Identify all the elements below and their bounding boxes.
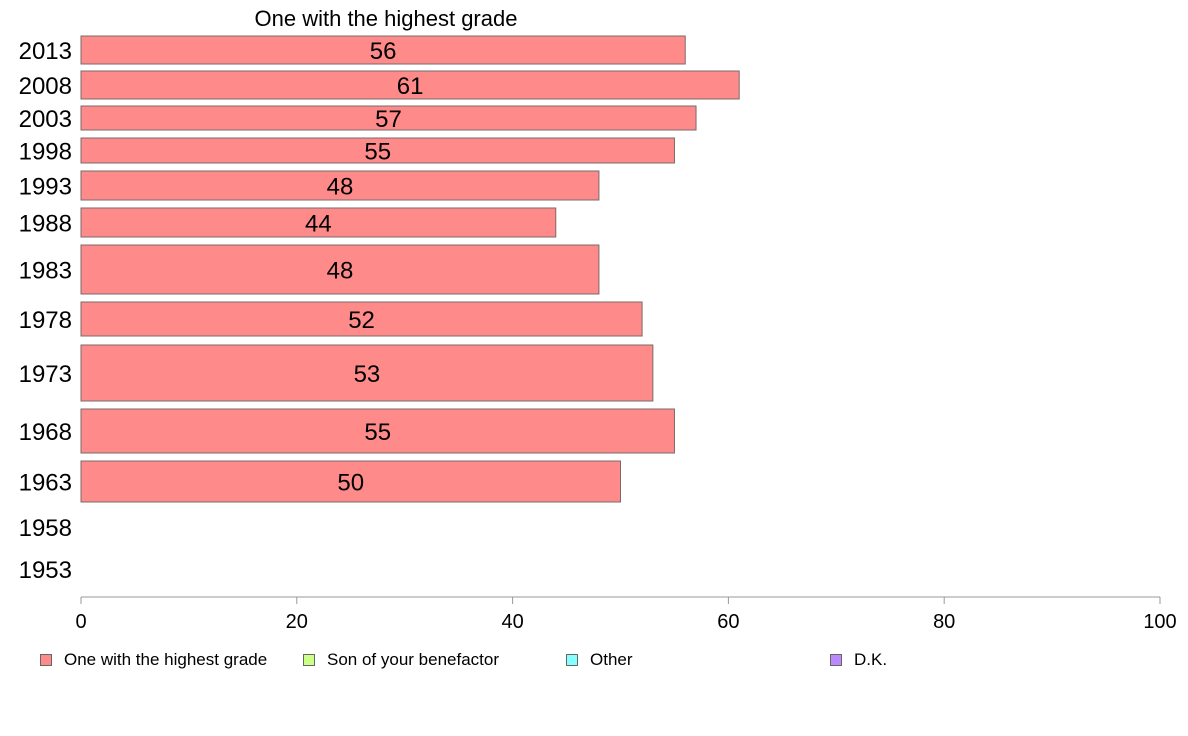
- data-label: 57: [375, 106, 402, 133]
- legend-swatch: [40, 654, 52, 666]
- data-label: 44: [305, 211, 332, 238]
- x-tick-label: 100: [1143, 611, 1176, 633]
- x-tick-label: 20: [286, 611, 308, 633]
- bar: [80, 244, 600, 295]
- y-tick-label: 1993: [19, 174, 72, 201]
- y-tick-labels: 2013 2008 2003 1998 1993 1988 1983 1978 1973 1968…: [19, 38, 72, 584]
- legend-item: Son of your benefactor: [303, 650, 499, 670]
- y-tick-label: 1953: [19, 557, 72, 584]
- data-label: 53: [354, 361, 381, 388]
- legend-swatch: [566, 654, 578, 666]
- legend-item: One with the highest grade: [40, 650, 267, 670]
- data-label: 55: [364, 139, 391, 166]
- y-tick-label: 1958: [19, 515, 72, 542]
- legend-label: Other: [590, 650, 633, 669]
- chart-title: One with the highest grade: [255, 6, 518, 31]
- data-label: 52: [348, 307, 375, 334]
- legend-label: D.K.: [854, 650, 888, 669]
- bar: [80, 70, 740, 100]
- data-label: 48: [327, 258, 354, 285]
- bar: [80, 344, 654, 402]
- y-tick-label: 1968: [19, 419, 72, 446]
- legend-label: Son of your benefactor: [327, 650, 500, 669]
- bar: [80, 207, 557, 238]
- x-tick-label: 40: [501, 611, 523, 633]
- legend-item: Other: [566, 650, 633, 670]
- legend-item: D.K.: [830, 650, 887, 670]
- legend-swatch: [830, 654, 842, 666]
- y-tick-label: 2003: [19, 106, 72, 133]
- data-label: 50: [337, 470, 364, 497]
- y-tick-label: 1973: [19, 361, 72, 388]
- data-label: 56: [370, 38, 397, 65]
- bar: [80, 301, 643, 337]
- y-tick-label: 2008: [19, 73, 72, 100]
- x-axis: 0 20 40 60 80 100: [75, 596, 1177, 633]
- bar: [80, 170, 600, 201]
- bar: [80, 35, 686, 65]
- y-tick-label: 1978: [19, 307, 72, 334]
- data-label: 55: [364, 419, 391, 446]
- bar: [80, 105, 697, 131]
- y-tick-label: 2013: [19, 38, 72, 65]
- legend-swatch: [303, 654, 315, 666]
- x-tick-label: 80: [933, 611, 955, 633]
- x-tick-label: 0: [75, 611, 86, 633]
- bar: [80, 137, 675, 164]
- legend: One with the highest grade Son of your be…: [40, 650, 1140, 670]
- y-tick-label: 1998: [19, 139, 72, 166]
- x-tick-label: 60: [717, 611, 739, 633]
- bar: [80, 408, 675, 454]
- data-label: 61: [397, 73, 424, 100]
- y-tick-label: 1963: [19, 470, 72, 497]
- bar: [80, 460, 621, 503]
- legend-label: One with the highest grade: [64, 650, 268, 669]
- y-tick-label: 1988: [19, 211, 72, 238]
- data-label: 48: [327, 174, 354, 201]
- y-tick-label: 1983: [19, 258, 72, 285]
